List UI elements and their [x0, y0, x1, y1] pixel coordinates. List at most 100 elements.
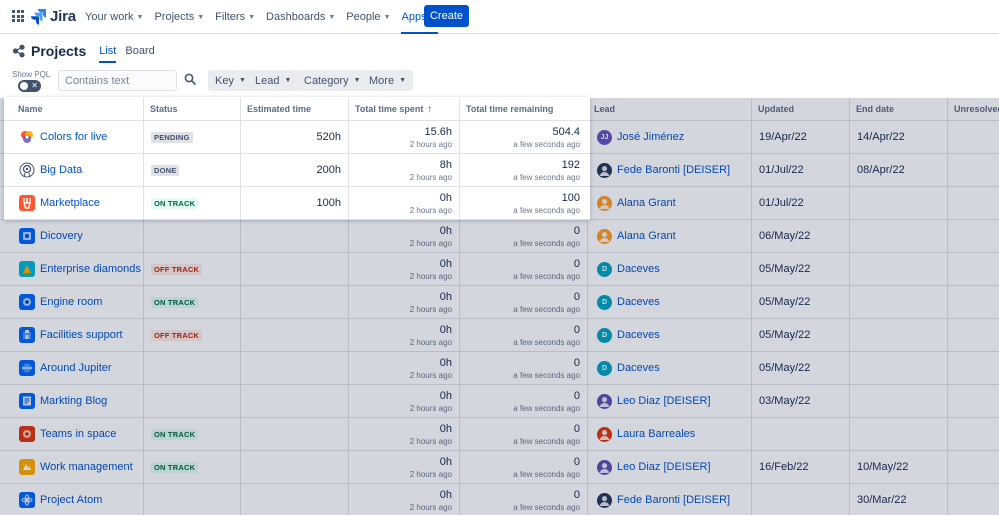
status-cell: ON TRACK	[143, 451, 240, 483]
lead-link[interactable]: Alana Grant	[617, 197, 676, 209]
updated-cell: 01/Jul/22	[751, 154, 849, 186]
lead-link[interactable]: Leo Diaz [DEISER]	[617, 395, 711, 407]
project-name-link[interactable]: Around Jupiter	[40, 362, 112, 374]
category-filter[interactable]: Category ▼	[297, 70, 368, 91]
header-estimated[interactable]: Estimated time	[240, 98, 348, 120]
project-name-link[interactable]: Colors for live	[40, 131, 108, 143]
name-cell: Teams in space	[12, 418, 143, 450]
table-row[interactable]: Markting Blog 0h 2 hours ago 0 a few seconds…	[0, 385, 999, 418]
spent-cell: 0h 2 hours ago	[348, 253, 459, 285]
create-button[interactable]: Create	[424, 5, 469, 27]
lead-link[interactable]: José Jiménez	[617, 131, 685, 143]
tab-board[interactable]: Board	[125, 45, 155, 57]
header-updated[interactable]: Updated	[751, 98, 849, 120]
header-lead[interactable]: Lead	[587, 98, 751, 120]
project-name-link[interactable]: Project Atom	[40, 494, 103, 506]
end-date-cell	[849, 253, 947, 285]
remaining-cell: 0 a few seconds ago	[459, 451, 587, 483]
updated-date: 05/May/22	[759, 362, 811, 374]
jira-logo[interactable]: Jira	[31, 8, 76, 25]
table-row[interactable]: Work management ON TRACK 0h 2 hours ago 0 a f…	[0, 451, 999, 484]
avatar	[597, 492, 612, 508]
header-end-date[interactable]: End date	[849, 98, 947, 120]
project-name-link[interactable]: Work management	[40, 461, 133, 473]
header-name[interactable]: Name	[18, 104, 43, 114]
project-name-link[interactable]: Dicovery	[40, 230, 83, 242]
lead-link[interactable]: Daceves	[617, 362, 660, 374]
spent-cell: 0h 2 hours ago	[348, 451, 459, 483]
lead-link[interactable]: Alana Grant	[617, 230, 676, 242]
search-button[interactable]	[178, 70, 202, 91]
table-row[interactable]: Around Jupiter 0h 2 hours ago 0 a few second…	[0, 352, 999, 385]
estimated-value: 200h	[316, 164, 341, 176]
lead-link[interactable]: Fede Baronti [DEISER]	[617, 164, 731, 176]
lead-link[interactable]: Daceves	[617, 329, 660, 341]
chevron-down-icon: ▼	[353, 77, 361, 84]
lead-link[interactable]: Daceves	[617, 263, 660, 275]
lead-link[interactable]: Daceves	[617, 296, 660, 308]
nav-dashboards[interactable]: Dashboards ▼	[266, 11, 336, 23]
lead-filter[interactable]: Lead ▼	[248, 70, 299, 91]
table-row[interactable]: Engine room ON TRACK 0h 2 hours ago 0 a few s…	[0, 286, 999, 319]
remaining-updated: a few seconds ago	[513, 338, 580, 347]
blog-icon	[19, 393, 35, 409]
avatar: D	[597, 327, 612, 343]
table-row[interactable]: Dicovery 0h 2 hours ago 0 a few seconds ago A…	[0, 220, 999, 253]
project-name-link[interactable]: Teams in space	[40, 428, 117, 440]
avatar	[597, 195, 612, 211]
table-row[interactable]: Big Data DONE 200h 8h 2 hours ago 192 a few se…	[4, 154, 590, 187]
diamonds-icon	[19, 261, 35, 277]
spent-updated: 2 hours ago	[409, 338, 452, 347]
header-unresolved[interactable]: Unresolved	[947, 98, 999, 120]
chevron-down-icon: ▼	[136, 13, 144, 21]
nav-projects[interactable]: Projects ▼	[154, 11, 205, 23]
project-name-link[interactable]: Engine room	[40, 296, 103, 308]
unresolved-cell	[947, 187, 999, 219]
key-filter[interactable]: Key ▼	[208, 70, 253, 91]
lead-cell: D Daceves	[587, 319, 751, 351]
search-input[interactable]	[58, 70, 177, 91]
nav-people[interactable]: People ▼	[346, 11, 391, 23]
chevron-down-icon: ▼	[328, 13, 336, 21]
table-row[interactable]: Colors for live PENDING 520h 15.6h 2 hours a…	[4, 121, 590, 154]
nav-your-work[interactable]: Your work ▼	[85, 11, 144, 23]
lead-link[interactable]: Leo Diaz [DEISER]	[617, 461, 711, 473]
unresolved-cell	[947, 220, 999, 252]
table-row[interactable]: Project Atom 0h 2 hours ago 0 a few seconds …	[0, 484, 999, 515]
spent-cell: 0h 2 hours ago	[348, 418, 459, 450]
spent-cell: 0h 2 hours ago	[348, 484, 459, 515]
project-name-link[interactable]: Facilities support	[40, 329, 123, 341]
estimated-cell: 200h	[240, 154, 348, 186]
project-name-link[interactable]: Enterprise diamonds	[40, 263, 141, 275]
more-filter[interactable]: More ▼	[362, 70, 413, 91]
project-name-link[interactable]: Big Data	[40, 164, 83, 176]
estimated-cell	[240, 286, 348, 318]
spent-updated: 2 hours ago	[409, 272, 452, 281]
work-icon	[19, 459, 35, 475]
lead-link[interactable]: Laura Barreales	[617, 428, 696, 440]
table-row[interactable]: Marketplace ON TRACK 100h 0h 2 hours ago 100 a…	[4, 187, 590, 220]
header-spent[interactable]: Total time spent↑	[348, 98, 459, 120]
table-row[interactable]: Enterprise diamonds OFF TRACK 0h 2 hours ag…	[0, 253, 999, 286]
project-name-link[interactable]: Markting Blog	[40, 395, 108, 407]
nav-filters[interactable]: Filters ▼	[215, 11, 256, 23]
project-name-link[interactable]: Marketplace	[40, 197, 100, 209]
lead-link[interactable]: Fede Baronti [DEISER]	[617, 494, 731, 506]
header-remaining[interactable]: Total time remaining	[459, 98, 587, 120]
updated-cell: 05/May/22	[751, 319, 849, 351]
show-pql-toggle[interactable]: ✕	[18, 80, 41, 92]
updated-cell: 19/Apr/22	[751, 121, 849, 153]
updated-date: 01/Jul/22	[759, 197, 804, 209]
remaining-value: 0	[573, 324, 580, 336]
table-row[interactable]: Facilities support OFF TRACK 0h 2 hours ago…	[0, 319, 999, 352]
table-row[interactable]: Teams in space ON TRACK 0h 2 hours ago 0 a fe…	[0, 418, 999, 451]
remaining-value: 0	[573, 390, 580, 402]
remaining-value: 0	[573, 489, 580, 501]
name-cell: Dicovery	[12, 220, 143, 252]
spent-updated: 2 hours ago	[409, 437, 452, 446]
header-status[interactable]: Status	[143, 98, 240, 120]
remaining-updated: a few seconds ago	[513, 272, 580, 281]
app-switcher-icon[interactable]	[12, 10, 24, 22]
tab-list[interactable]: List	[99, 40, 117, 63]
jira-logo-icon	[31, 9, 46, 25]
